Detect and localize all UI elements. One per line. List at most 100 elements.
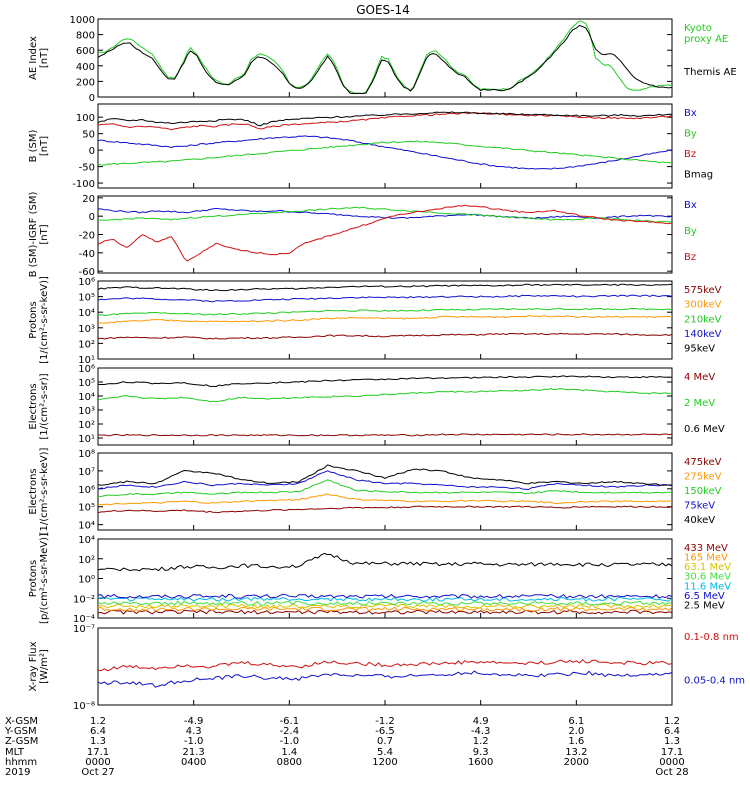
x-tick-label: Oct 28	[655, 767, 688, 778]
y-tick-label: 10²	[78, 420, 95, 431]
series-line	[97, 375, 673, 388]
y-tick-label: 10⁻²	[73, 594, 95, 605]
y-tick-label: 200	[76, 77, 95, 88]
legend-label: 575keV	[684, 285, 722, 296]
x-row-label: hhmm	[5, 757, 37, 768]
panel-xray: 10⁻⁸ 10⁻⁷ X-ray Flux [W/m²] 0.1-0.8 nm 0.05-0…	[28, 624, 745, 712]
series-line	[97, 433, 673, 437]
x-tick-label: 0000	[85, 757, 110, 768]
y-tick-label: 10¹	[78, 355, 95, 366]
y-tick-label: 400	[76, 62, 95, 73]
y-tick-label: 10⁻⁴	[73, 614, 95, 625]
series-line	[97, 207, 673, 220]
x-tick-label: 0000	[659, 757, 684, 768]
y-axis-label: B (SM)-IGRF (SM)	[28, 192, 39, 278]
y-axis-label: [nT]	[39, 48, 50, 68]
x-row-label: Z-GSM	[5, 736, 38, 747]
y-tick-label: 10⁻⁸	[73, 701, 95, 712]
legend-label: 40keV	[684, 515, 715, 526]
series-line	[97, 470, 673, 491]
y-tick-label: 10⁶	[78, 277, 95, 288]
x-tick-label: -4.9	[184, 716, 204, 727]
y-axis-label: AE Index	[28, 36, 39, 80]
x-tick-label: 2000	[564, 757, 589, 768]
legend-label: 0.05-0.4 nm	[684, 675, 745, 686]
series-line	[97, 24, 673, 95]
series-line	[97, 307, 673, 317]
legend-label: 140keV	[684, 329, 722, 340]
legend-label: 2.5 MeV	[684, 600, 725, 611]
y-axis-label: [nT]	[39, 136, 50, 156]
x-tick-label: 6.4	[90, 726, 106, 737]
y-tick-label: 10³	[78, 406, 95, 417]
x-tick-label: 1.2	[473, 736, 489, 747]
y-axis-label: Protons	[28, 301, 39, 338]
x-tick-label: -4.3	[471, 726, 491, 737]
panel-protons_kev: 10¹ 10² 10³ 10⁴ 10⁵ 10⁶ Protons [1/(cm²-s-sr-ke…	[28, 276, 722, 366]
legend-label: 210keV	[684, 314, 722, 325]
series-line	[97, 283, 673, 292]
panel-frame	[97, 280, 673, 360]
y-tick-label: 0	[89, 146, 95, 157]
legend-label: 63.1 MeV	[684, 562, 731, 573]
y-tick-label: 10⁵	[78, 293, 95, 304]
legend-label: Bz	[684, 252, 696, 263]
y-tick-label: 10⁴	[78, 308, 95, 319]
series-line	[97, 658, 673, 672]
y-tick-label: 10⁴	[78, 392, 95, 403]
panel-bmigrf: -60 -40 -20 0 20 B (SM)-IGRF (SM) [nT] Bx By Bz	[28, 192, 697, 279]
y-tick-label: 10⁵	[78, 378, 95, 389]
legend-label: Bz	[684, 149, 696, 160]
x-tick-label: 9.3	[473, 747, 489, 758]
x-tick-label: 2.0	[568, 726, 584, 737]
panel-electrons_mev: 10¹ 10² 10³ 10⁴ 10⁵ 10⁶ Electrons [1/(cm²-s-sr)…	[28, 364, 725, 446]
y-axis-label: [1/(cm²-s-sr-keV)]	[39, 448, 50, 536]
series-line	[97, 206, 673, 223]
y-tick-label: 1000	[70, 15, 95, 26]
x-tick-label: -1.0	[280, 736, 300, 747]
legend-label: 150keV	[684, 486, 722, 497]
series-line	[97, 388, 673, 403]
y-axis-label: [W/m²]	[39, 649, 50, 684]
legend-label: 95keV	[684, 344, 715, 355]
x-tick-label: -6.5	[375, 726, 395, 737]
series-line	[97, 603, 672, 609]
series-line	[97, 314, 673, 324]
x-tick-label: 6.4	[664, 726, 680, 737]
x-tick-label: 6.1	[568, 716, 584, 727]
series-line	[97, 600, 673, 606]
legend-label: 300keV	[684, 300, 722, 311]
legend-label: proxy AE	[684, 34, 728, 45]
legend-label: Bmag	[684, 170, 713, 181]
legend-label: By	[684, 129, 697, 140]
y-axis-label: X-ray Flux	[28, 641, 39, 691]
series-line	[97, 111, 673, 127]
x-tick-label: Oct 27	[81, 767, 114, 778]
x-tick-label: -1.2	[375, 716, 395, 727]
x-tick-label: 1.2	[664, 716, 680, 727]
series-line	[97, 479, 673, 497]
series-line	[97, 204, 673, 262]
series-line	[97, 493, 673, 506]
y-tick-label: 10⁻⁷	[73, 624, 95, 635]
legend-label: By	[684, 226, 697, 237]
x-row-label: Y-GSM	[4, 726, 37, 737]
y-tick-label: 0	[89, 212, 95, 223]
panel-frame	[97, 195, 673, 274]
series-line	[97, 464, 673, 486]
x-tick-label: 0800	[277, 757, 302, 768]
y-tick-label: 0	[89, 93, 95, 104]
x-row-label: 2019	[5, 767, 30, 778]
y-axis-label: [p/(cm²-s-sr-MeV)]	[39, 533, 50, 624]
y-axis-label: [nT]	[39, 224, 50, 244]
y-tick-label: 10⁷	[78, 467, 95, 478]
legend-label: 75keV	[684, 500, 715, 511]
x-tick-label: 0400	[181, 757, 206, 768]
x-row-label: X-GSM	[5, 716, 38, 727]
y-tick-label: 10⁴	[78, 521, 95, 532]
y-axis-label: Protons	[28, 560, 39, 597]
legend-label: Themis AE	[683, 67, 737, 78]
y-tick-label: -100	[72, 179, 95, 190]
y-tick-label: 50	[82, 130, 95, 141]
x-tick-label: 13.2	[565, 747, 587, 758]
